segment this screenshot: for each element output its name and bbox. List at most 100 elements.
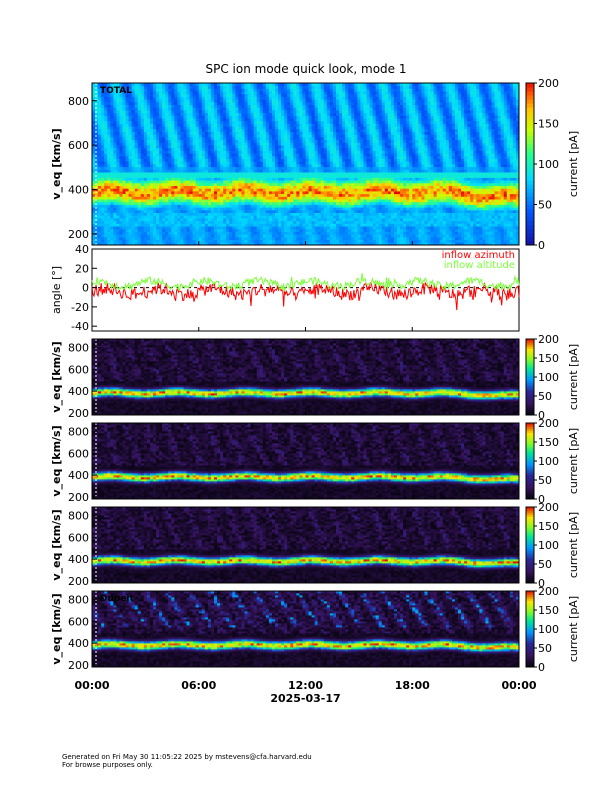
heatmap-cell (299, 223, 302, 226)
heatmap-cell (318, 196, 321, 199)
heatmap-cell (107, 115, 110, 118)
heatmap-cell (187, 88, 190, 91)
heatmap-cell (232, 207, 235, 210)
heatmap-cell (168, 229, 171, 232)
heatmap-cell (104, 164, 107, 167)
heatmap-cell (113, 226, 116, 229)
heatmap-cell (333, 88, 336, 91)
heatmap-cell (269, 194, 272, 197)
heatmap-cell (272, 110, 275, 113)
heatmap-cell (284, 237, 287, 240)
heatmap-cell (211, 205, 214, 208)
heatmap-cell (275, 215, 278, 218)
heatmap-cell (223, 107, 226, 110)
heatmap-cell (110, 102, 113, 105)
heatmap-cell (254, 124, 257, 127)
heatmap-cell (205, 221, 208, 224)
heatmap-cell (299, 188, 302, 191)
heatmap-cell (245, 213, 248, 216)
heatmap-cell (220, 229, 223, 232)
heatmap-cell (132, 169, 135, 172)
heatmap-cell (144, 191, 147, 194)
heatmap-cell (138, 121, 141, 124)
heatmap-cell (269, 237, 272, 240)
heatmap-cell (339, 126, 342, 129)
heatmap-cell (217, 229, 220, 232)
heatmap-cell (165, 156, 168, 159)
heatmap-cell (138, 215, 141, 218)
heatmap-cell (180, 99, 183, 102)
heatmap-cell (174, 88, 177, 91)
heatmap-cell (254, 164, 257, 167)
heatmap-cell (193, 91, 196, 94)
heatmap-cell (187, 205, 190, 208)
heatmap-cell (187, 183, 190, 186)
heatmap-cell (223, 137, 226, 140)
heatmap-cell (214, 178, 217, 181)
heatmap-cell (315, 237, 318, 240)
heatmap-cell (147, 164, 150, 167)
heatmap-cell (281, 126, 284, 129)
heatmap-cell (129, 97, 132, 100)
heatmap-cell (144, 234, 147, 237)
heatmap-cell (287, 137, 290, 140)
heatmap-cell (306, 202, 309, 205)
heatmap-cell (156, 215, 159, 218)
heatmap-cell (116, 202, 119, 205)
heatmap-cell (129, 134, 132, 137)
heatmap-cell (327, 223, 330, 226)
heatmap-cell (123, 110, 126, 113)
heatmap-cell (184, 237, 187, 240)
heatmap-cell (327, 134, 330, 137)
heatmap-cell (339, 240, 342, 243)
heatmap-cell (223, 115, 226, 118)
heatmap-cell (208, 167, 211, 170)
heatmap-cell (190, 207, 193, 210)
heatmap-cell (312, 156, 315, 159)
heatmap-cell (220, 169, 223, 172)
heatmap-cell (110, 110, 113, 113)
heatmap-cell (177, 91, 180, 94)
heatmap-cell (138, 237, 141, 240)
heatmap-cell (309, 180, 312, 183)
heatmap-cell (168, 94, 171, 97)
heatmap-cell (159, 178, 162, 181)
heatmap-cell (275, 180, 278, 183)
heatmap-cell (235, 196, 238, 199)
heatmap-cell (101, 199, 104, 202)
heatmap-cell (312, 132, 315, 135)
heatmap-cell (281, 180, 284, 183)
heatmap-cell (116, 115, 119, 118)
heatmap-cell (272, 183, 275, 186)
heatmap-cell (168, 199, 171, 202)
heatmap-cell (315, 183, 318, 186)
heatmap-cell (260, 240, 263, 243)
heatmap-cell (205, 172, 208, 175)
heatmap-cell (281, 153, 284, 156)
heatmap-cell (302, 172, 305, 175)
heatmap-cell (284, 142, 287, 145)
heatmap-cell (327, 218, 330, 221)
heatmap-cell (199, 167, 202, 170)
heatmap-cell (327, 167, 330, 170)
heatmap-cell (278, 124, 281, 127)
heatmap-cell (217, 202, 220, 205)
heatmap-cell (147, 132, 150, 135)
heatmap-cell (245, 137, 248, 140)
heatmap-cell (199, 118, 202, 121)
heatmap-cell (318, 132, 321, 135)
heatmap-cell (162, 183, 165, 186)
heatmap-cell (241, 86, 244, 89)
heatmap-cell (141, 132, 144, 135)
heatmap-cell (208, 140, 211, 143)
heatmap-cell (147, 188, 150, 191)
heatmap-cell (306, 105, 309, 108)
heatmap-cell (302, 202, 305, 205)
heatmap-cell (272, 215, 275, 218)
heatmap-cell (153, 148, 156, 151)
heatmap-cell (144, 213, 147, 216)
heatmap-cell (306, 205, 309, 208)
heatmap-cell (202, 188, 205, 191)
heatmap-cell (315, 88, 318, 91)
heatmap-cell (205, 240, 208, 243)
